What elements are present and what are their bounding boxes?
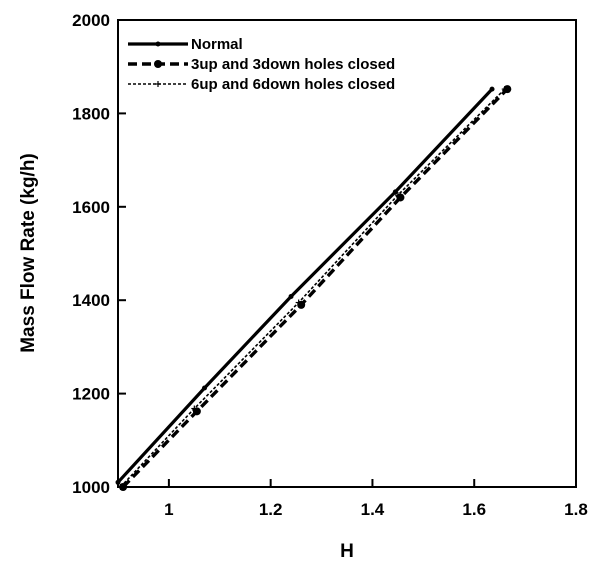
y-tick-label: 1600: [72, 198, 110, 217]
series-1: [115, 86, 495, 485]
y-tick-label: 1400: [72, 291, 110, 310]
data-point: [394, 192, 401, 199]
x-axis-title: H: [340, 541, 354, 562]
x-tick-label: 1.6: [462, 500, 486, 519]
data-point: [392, 189, 398, 195]
y-tick-label: 1200: [72, 385, 110, 404]
legend: Normal 3up and 3down holes closed 6up and …: [128, 36, 395, 93]
legend-item: 3up and 3down holes closed: [128, 56, 395, 73]
y-axis-title: Mass Flow Rate (kg/h): [18, 153, 39, 353]
data-point: [489, 86, 495, 92]
data-point: [295, 299, 302, 306]
y-tick-label: 1000: [72, 478, 110, 497]
legend-label: Normal: [191, 36, 243, 53]
legend-label: 6up and 6down holes closed: [191, 76, 395, 93]
legend-label: 3up and 3down holes closed: [191, 56, 395, 73]
x-axis: 1 1.2 1.4 1.6 1.8: [164, 479, 588, 519]
data-point: [202, 385, 208, 391]
data-point: [501, 86, 508, 93]
y-tick-label: 2000: [72, 11, 110, 30]
legend-marker: [154, 60, 162, 68]
y-tick-label: 1800: [72, 104, 110, 123]
plot-frame: [117, 19, 577, 488]
x-tick-label: 1: [164, 500, 173, 519]
plot-area: [115, 19, 577, 491]
data-point: [115, 479, 121, 485]
data-point: [191, 405, 198, 412]
legend-marker: [155, 81, 161, 87]
legend-item: 6up and 6down holes closed: [128, 76, 395, 93]
x-tick-label: 1.8: [564, 500, 588, 519]
x-tick-label: 1.2: [259, 500, 283, 519]
legend-item: Normal: [128, 36, 243, 53]
legend-marker: [155, 41, 161, 47]
x-tick-label: 1.4: [361, 500, 385, 519]
y-axis: 1000 1200 1400 1600 1800 2000: [72, 11, 126, 497]
series-layer: [115, 85, 512, 491]
data-point: [288, 293, 294, 299]
